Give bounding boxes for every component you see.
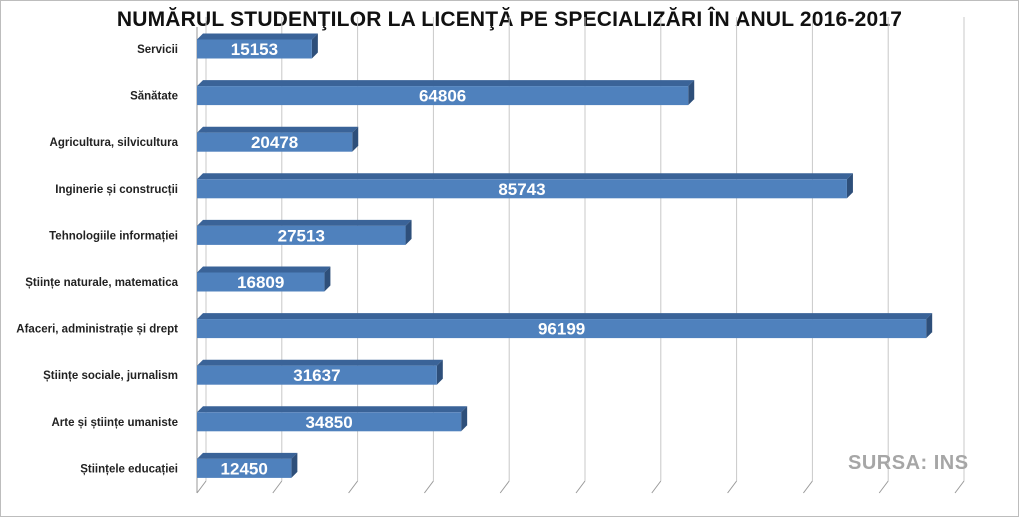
bar-top <box>197 313 933 320</box>
bar-top <box>197 173 853 180</box>
gridline-floor <box>423 480 434 494</box>
bar-side <box>352 126 359 152</box>
bar-side <box>311 33 318 59</box>
category-label: Sănătate <box>130 91 178 103</box>
category-label: Afaceri, administrație și drept <box>16 324 178 336</box>
category-label: Tehnologiile informației <box>49 230 178 242</box>
bar-side <box>926 313 933 339</box>
gridline-floor <box>348 480 359 494</box>
bar <box>197 86 689 106</box>
gridline-floor <box>954 480 965 494</box>
gridline-floor <box>499 480 510 494</box>
bar-value-label: 20478 <box>251 133 298 152</box>
gridline-floor <box>803 480 813 494</box>
bar-value-label: 27513 <box>278 226 325 245</box>
bar <box>197 225 406 245</box>
bar-value-label: 15153 <box>231 40 278 59</box>
bar-top <box>197 266 331 273</box>
bar-value-label: 31637 <box>293 366 340 385</box>
bar-side <box>461 406 468 432</box>
bar-top <box>197 80 695 87</box>
category-labels: Servicii Sănătate Agricultura, silvicultur… <box>16 44 178 475</box>
bar-top <box>197 126 359 133</box>
bar-side <box>436 359 443 385</box>
category-label: Servicii <box>137 44 178 56</box>
bar-top <box>197 359 443 366</box>
bar <box>197 412 462 432</box>
gridline-floor <box>878 480 889 494</box>
bar <box>197 39 312 59</box>
bar <box>197 179 847 199</box>
gridline-floor <box>196 480 207 494</box>
bar-top <box>197 33 318 40</box>
bar-side <box>846 173 853 199</box>
category-label: Științe naturale, matematica <box>25 277 178 289</box>
bar-top <box>197 452 298 459</box>
category-label: Agricultura, silvicultura <box>50 137 179 149</box>
bar-value-label: 12450 <box>221 459 268 478</box>
bar-top <box>197 219 412 226</box>
bar-side <box>291 452 298 478</box>
bar-value-label: 85743 <box>498 180 545 199</box>
bar-top <box>197 406 468 413</box>
category-label: Inginerie și construcții <box>55 184 178 196</box>
category-label: Arte și științe umaniste <box>51 417 178 429</box>
bar <box>197 132 353 152</box>
gridline-floor <box>727 480 737 494</box>
bar-side <box>405 219 412 245</box>
bar <box>197 365 437 385</box>
bar <box>197 458 292 478</box>
bar-value-label: 96199 <box>538 320 585 339</box>
bar <box>197 272 325 292</box>
category-label: Științele educației <box>80 463 178 475</box>
gridline-floor <box>575 480 586 494</box>
bar-value-label: 64806 <box>419 87 466 106</box>
source-note: SURSA: INS <box>848 452 969 474</box>
bar-value-label: 16809 <box>237 273 284 292</box>
bar-value-label: 34850 <box>305 413 352 432</box>
category-label: Științe sociale, jurnalism <box>43 370 178 382</box>
bar-side <box>324 266 331 292</box>
gridline-floor <box>651 480 662 494</box>
bar <box>197 319 927 339</box>
bar-side <box>688 80 695 106</box>
gridline-floor <box>272 480 283 494</box>
bars: 15153 64806 20478 85743 27513 16809 96199 31637… <box>197 33 933 478</box>
